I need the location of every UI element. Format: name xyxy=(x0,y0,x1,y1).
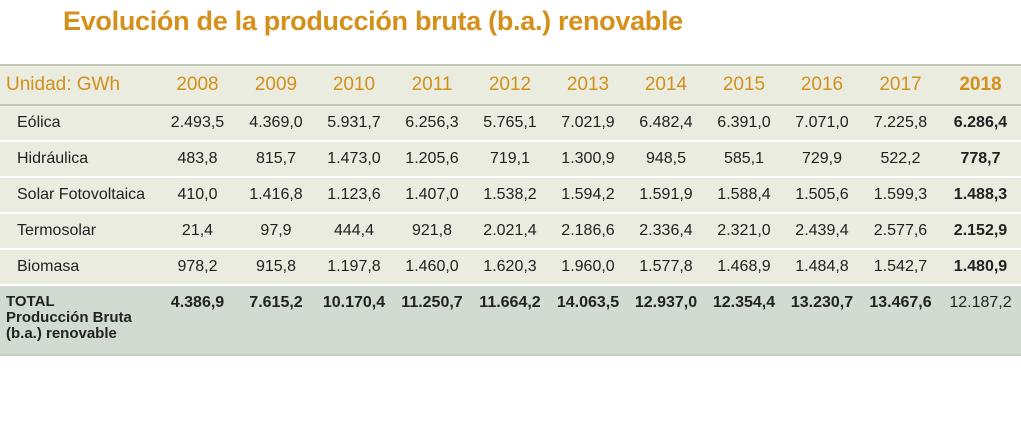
total-label: TOTAL Producción Bruta (b.a.) renovable xyxy=(0,284,158,356)
cell: 2.321,0 xyxy=(705,213,783,250)
cell: 2.493,5 xyxy=(158,105,237,142)
cell: 1.591,9 xyxy=(627,177,705,214)
cell: 1.480,9 xyxy=(940,249,1021,286)
year-header: 2015 xyxy=(705,64,783,106)
table-row: Eólica 2.493,5 4.369,0 5.931,7 6.256,3 5… xyxy=(0,105,1021,142)
total-cell: 13.467,6 xyxy=(861,284,940,356)
production-table: Unidad: GWh 2008 2009 2010 2011 2012 201… xyxy=(0,64,1021,356)
cell: 1.488,3 xyxy=(940,177,1021,214)
cell: 1.960,0 xyxy=(549,249,627,286)
cell: 2.577,6 xyxy=(861,213,940,250)
cell: 1.620,3 xyxy=(471,249,549,286)
cell: 483,8 xyxy=(158,141,237,178)
cell: 6.256,3 xyxy=(393,105,471,142)
cell: 97,9 xyxy=(237,213,315,250)
table-row: Hidráulica 483,8 815,7 1.473,0 1.205,6 7… xyxy=(0,141,1021,178)
cell: 719,1 xyxy=(471,141,549,178)
unit-label: Unidad: GWh xyxy=(0,64,158,106)
cell: 1.123,6 xyxy=(315,177,393,214)
row-label: Hidráulica xyxy=(0,141,158,178)
cell: 815,7 xyxy=(237,141,315,178)
total-cell: 12.354,4 xyxy=(705,284,783,356)
year-header: 2016 xyxy=(783,64,861,106)
cell: 6.482,4 xyxy=(627,105,705,142)
cell: 585,1 xyxy=(705,141,783,178)
cell: 444,4 xyxy=(315,213,393,250)
cell: 1.577,8 xyxy=(627,249,705,286)
cell: 1.205,6 xyxy=(393,141,471,178)
year-header: 2018 xyxy=(940,64,1021,106)
year-header: 2010 xyxy=(315,64,393,106)
cell: 1.594,2 xyxy=(549,177,627,214)
total-label-line: TOTAL xyxy=(6,293,55,310)
cell: 6.391,0 xyxy=(705,105,783,142)
year-header: 2011 xyxy=(393,64,471,106)
cell: 1.416,8 xyxy=(237,177,315,214)
page-title: Evolución de la producción bruta (b.a.) … xyxy=(63,6,683,36)
total-cell: 14.063,5 xyxy=(549,284,627,356)
cell: 1.538,2 xyxy=(471,177,549,214)
cell: 7.225,8 xyxy=(861,105,940,142)
total-cell: 12.937,0 xyxy=(627,284,705,356)
total-cell: 7.615,2 xyxy=(237,284,315,356)
total-cell: 11.250,7 xyxy=(393,284,471,356)
row-label: Eólica xyxy=(0,105,158,142)
cell: 1.599,3 xyxy=(861,177,940,214)
cell: 5.931,7 xyxy=(315,105,393,142)
table-row: Solar Fotovoltaica 410,0 1.416,8 1.123,6… xyxy=(0,177,1021,214)
cell: 2.021,4 xyxy=(471,213,549,250)
year-header: 2009 xyxy=(237,64,315,106)
year-header: 2017 xyxy=(861,64,940,106)
cell: 1.505,6 xyxy=(783,177,861,214)
cell: 1.484,8 xyxy=(783,249,861,286)
cell: 410,0 xyxy=(158,177,237,214)
total-label-line: (b.a.) renovable xyxy=(6,325,117,342)
table-row: Termosolar 21,4 97,9 444,4 921,8 2.021,4… xyxy=(0,213,1021,250)
cell: 1.460,0 xyxy=(393,249,471,286)
year-header: 2013 xyxy=(549,64,627,106)
cell: 778,7 xyxy=(940,141,1021,178)
total-cell: 13.230,7 xyxy=(783,284,861,356)
year-header: 2008 xyxy=(158,64,237,106)
cell: 948,5 xyxy=(627,141,705,178)
total-cell: 12.187,2 xyxy=(940,284,1021,356)
total-cell: 10.170,4 xyxy=(315,284,393,356)
cell: 978,2 xyxy=(158,249,237,286)
row-label: Solar Fotovoltaica xyxy=(0,177,158,214)
cell: 522,2 xyxy=(861,141,940,178)
cell: 729,9 xyxy=(783,141,861,178)
cell: 1.197,8 xyxy=(315,249,393,286)
cell: 5.765,1 xyxy=(471,105,549,142)
year-header: 2014 xyxy=(627,64,705,106)
cell: 1.407,0 xyxy=(393,177,471,214)
cell: 6.286,4 xyxy=(940,105,1021,142)
cell: 921,8 xyxy=(393,213,471,250)
row-label: Termosolar xyxy=(0,213,158,250)
cell: 2.336,4 xyxy=(627,213,705,250)
total-label-line: Producción Bruta xyxy=(6,309,132,326)
cell: 2.186,6 xyxy=(549,213,627,250)
cell: 1.588,4 xyxy=(705,177,783,214)
row-label: Biomasa xyxy=(0,249,158,286)
cell: 1.468,9 xyxy=(705,249,783,286)
cell: 21,4 xyxy=(158,213,237,250)
table-row: Biomasa 978,2 915,8 1.197,8 1.460,0 1.62… xyxy=(0,249,1021,286)
cell: 7.021,9 xyxy=(549,105,627,142)
total-cell: 4.386,9 xyxy=(158,284,237,356)
cell: 915,8 xyxy=(237,249,315,286)
cell: 4.369,0 xyxy=(237,105,315,142)
header-row: Unidad: GWh 2008 2009 2010 2011 2012 201… xyxy=(0,64,1021,106)
cell: 2.152,9 xyxy=(940,213,1021,250)
total-row: TOTAL Producción Bruta (b.a.) renovable … xyxy=(0,284,1021,356)
total-cell: 11.664,2 xyxy=(471,284,549,356)
cell: 1.542,7 xyxy=(861,249,940,286)
cell: 1.300,9 xyxy=(549,141,627,178)
cell: 1.473,0 xyxy=(315,141,393,178)
cell: 2.439,4 xyxy=(783,213,861,250)
year-header: 2012 xyxy=(471,64,549,106)
cell: 7.071,0 xyxy=(783,105,861,142)
